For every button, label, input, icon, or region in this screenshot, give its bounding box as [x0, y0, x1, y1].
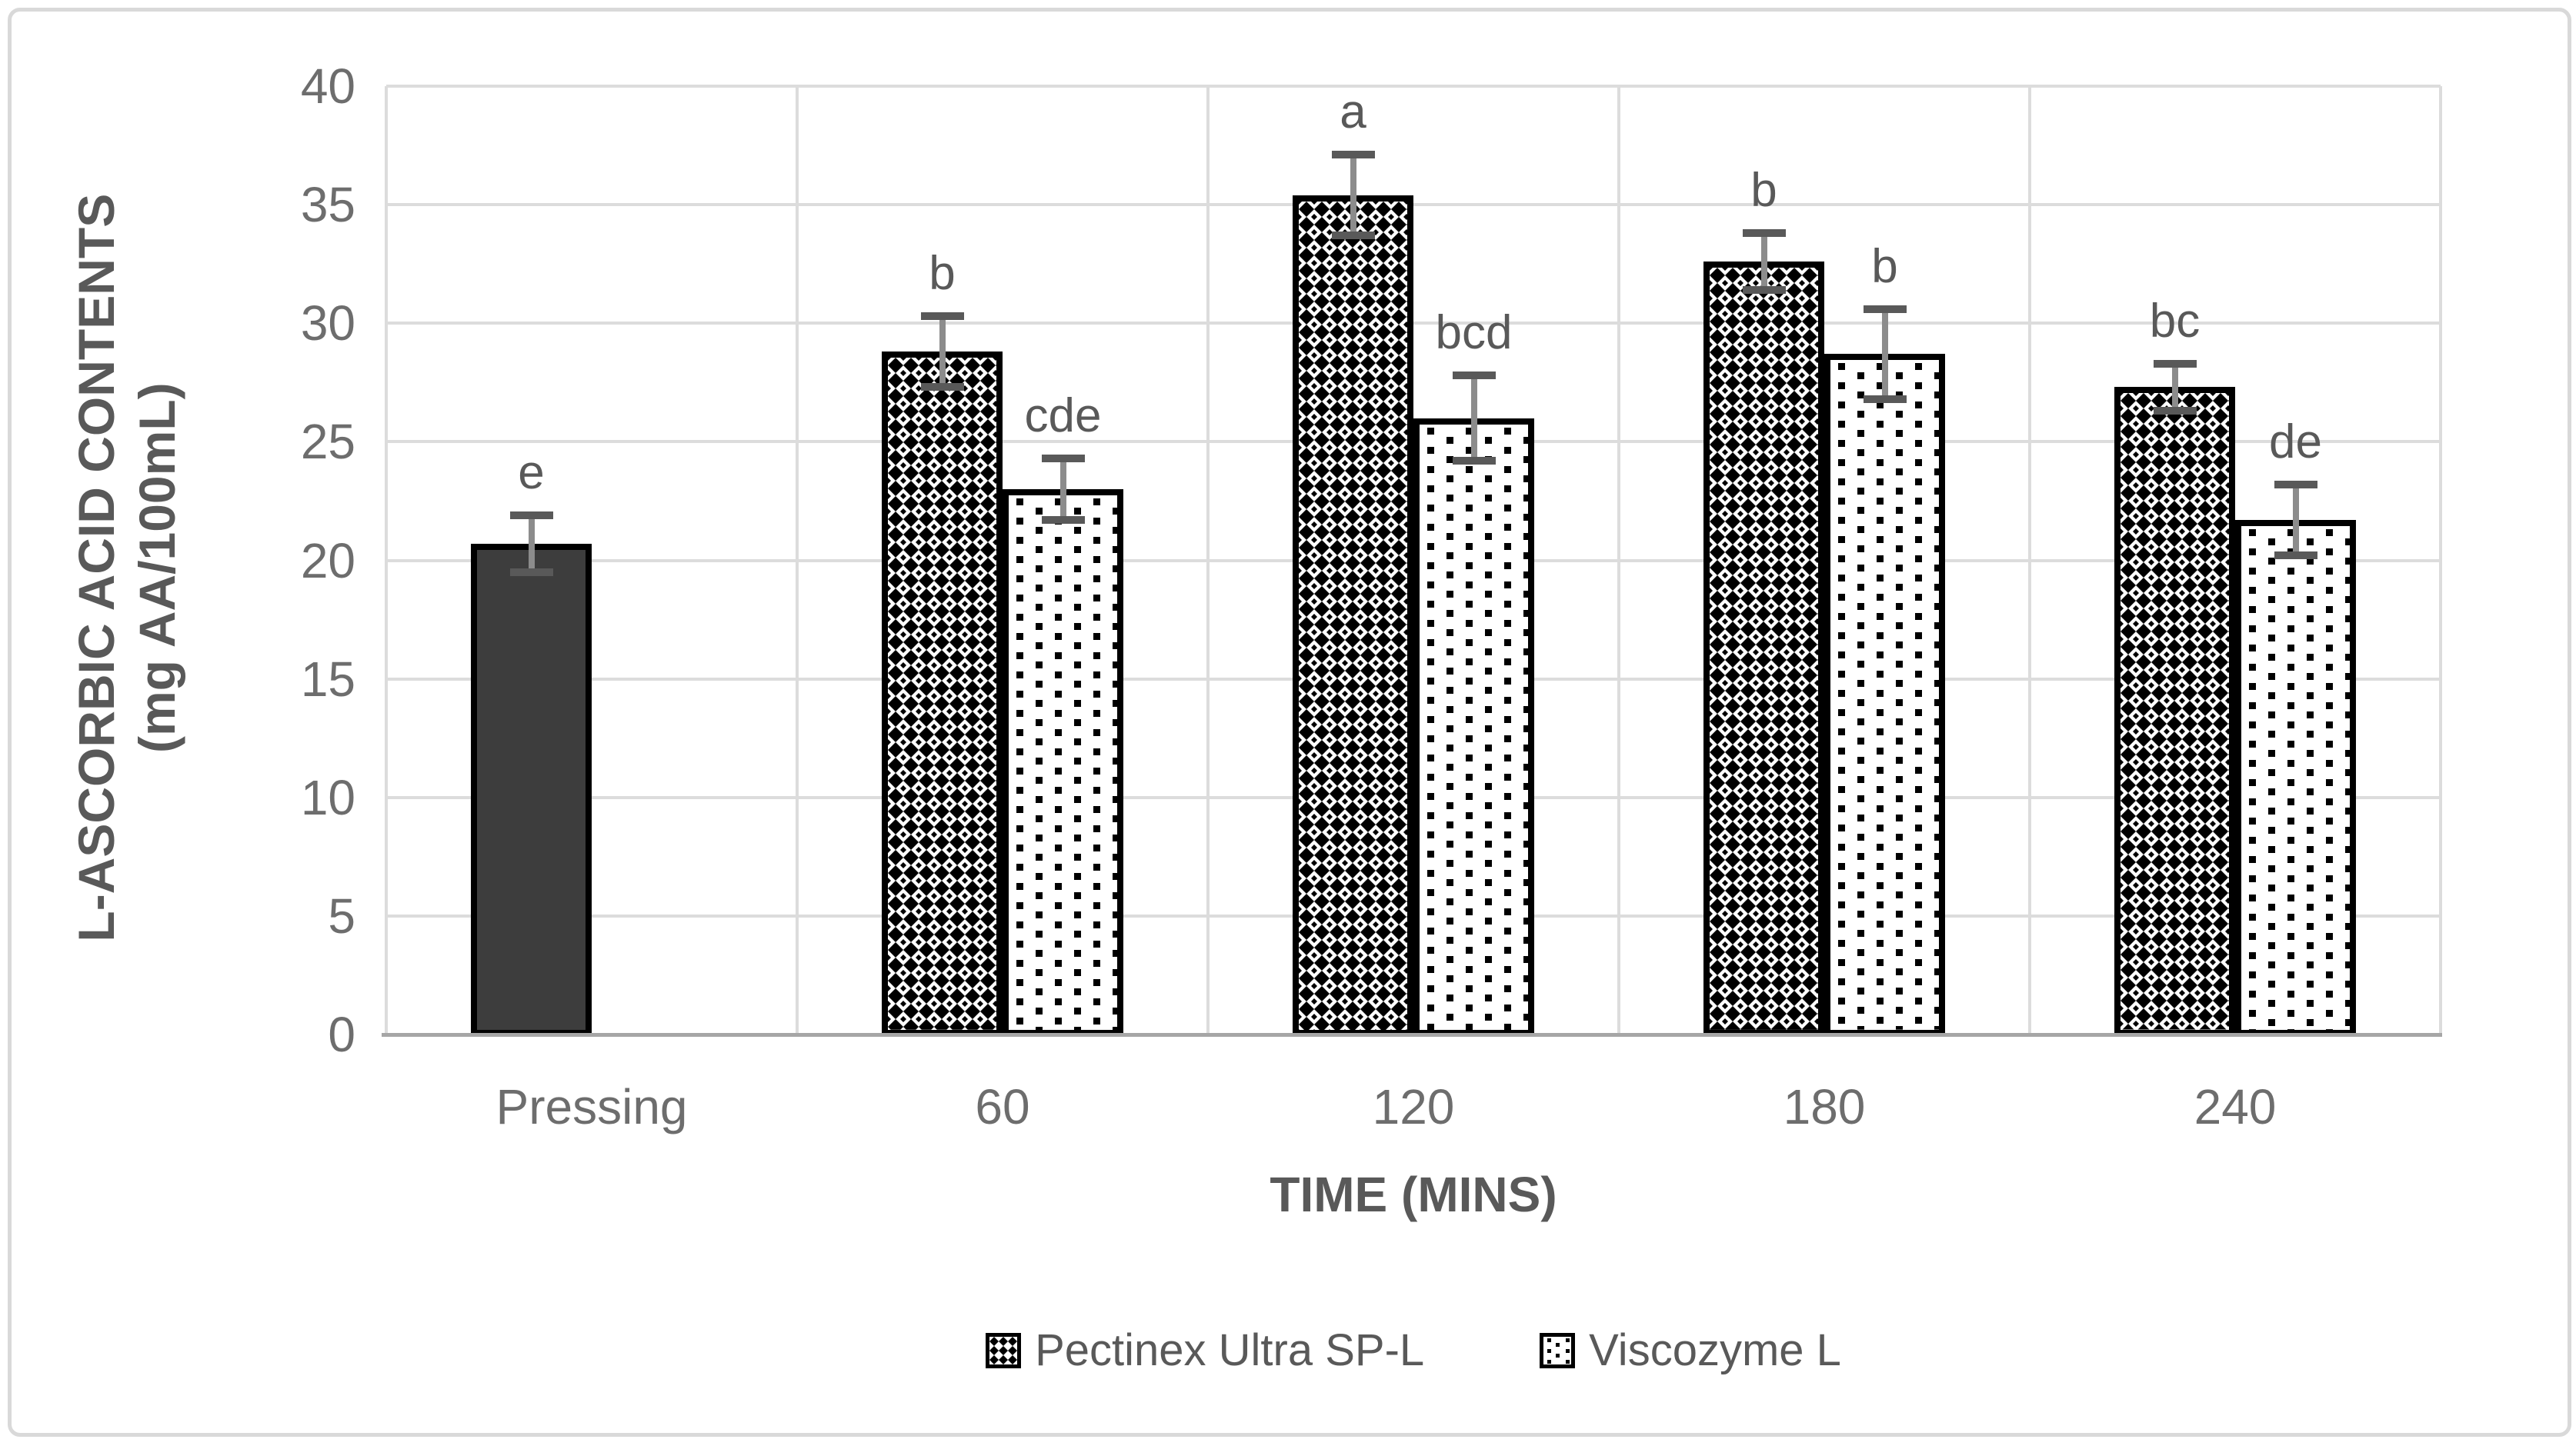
- error-bar-line: [939, 316, 946, 388]
- error-bar-cap-top: [2274, 480, 2317, 488]
- x-axis-title: TIME (MINS): [1270, 1167, 1557, 1222]
- x-axis-line: [382, 1033, 2442, 1037]
- error-bar-cap-top: [1041, 454, 1085, 462]
- bar-viscozyme: [1003, 489, 1123, 1036]
- error-bar-cap-top: [509, 511, 553, 519]
- v-gridline: [385, 86, 388, 1035]
- bar-viscozyme: [2235, 520, 2356, 1036]
- error-bar-cap-top: [1452, 371, 1496, 380]
- error-bar-line: [1470, 375, 1477, 461]
- y-tick-label: 25: [300, 414, 355, 470]
- error-bar-cap-top: [1331, 151, 1375, 159]
- error-bar-cap-top: [2153, 359, 2197, 368]
- v-gridline: [1617, 86, 1620, 1035]
- category-label: Pressing: [496, 1079, 688, 1134]
- legend-label: Pectinex Ultra SP-L: [1035, 1325, 1425, 1375]
- significance-letter: bc: [2149, 294, 2201, 348]
- error-bar-cap-bottom: [1452, 457, 1496, 465]
- error-bar-line: [1760, 233, 1767, 291]
- category-label: 120: [1372, 1079, 1455, 1134]
- error-bar-cap-top: [920, 312, 964, 320]
- legend-swatch-dots: [1540, 1333, 1576, 1368]
- bar-pectinex: [2114, 387, 2235, 1036]
- v-gridline: [796, 86, 799, 1035]
- error-bar-cap-bottom: [1742, 286, 1786, 295]
- category-label: 60: [975, 1079, 1030, 1134]
- y-tick-label: 20: [300, 532, 355, 588]
- bar-pectinex: [1293, 195, 1413, 1036]
- error-bar-cap-top: [1742, 229, 1786, 238]
- legend-item: Pectinex Ultra SP-L: [986, 1328, 1424, 1373]
- legend-swatch-diamond-check: [986, 1333, 1022, 1368]
- legend-item: Viscozyme L: [1540, 1328, 1841, 1373]
- v-gridline: [2028, 86, 2031, 1035]
- error-bar-cap-bottom: [1041, 516, 1085, 525]
- error-bar-cap-bottom: [2274, 551, 2317, 560]
- significance-letter: cde: [1024, 388, 1102, 442]
- error-bar-line: [2292, 484, 2299, 556]
- category-label: 240: [2194, 1079, 2277, 1134]
- significance-letter: de: [2269, 415, 2322, 468]
- error-bar-line: [1350, 155, 1356, 236]
- h-gridline: [386, 203, 2441, 207]
- y-tick-label: 10: [300, 769, 355, 825]
- significance-letter: b: [1750, 164, 1777, 218]
- error-bar-cap-top: [1863, 305, 1907, 313]
- error-bar-line: [1059, 458, 1066, 521]
- y-tick-label: 35: [300, 177, 355, 233]
- y-axis-title: L-ASCORBIC ACID CONTENTS (mg AA/100mL): [58, 94, 196, 1042]
- y-tick-label: 5: [328, 888, 355, 944]
- error-bar-line: [1881, 308, 1888, 399]
- y-tick-label: 30: [300, 295, 355, 352]
- y-tick-label: 40: [300, 58, 355, 114]
- error-bar-cap-bottom: [1331, 232, 1375, 240]
- v-gridline: [1206, 86, 1210, 1035]
- bar-viscozyme: [1824, 354, 1945, 1036]
- h-gridline: [386, 85, 2441, 88]
- bar-pectinex: [1703, 262, 1824, 1036]
- y-tick-label: 0: [328, 1007, 355, 1062]
- significance-letter: e: [518, 445, 545, 499]
- category-label: 180: [1783, 1079, 1866, 1134]
- error-bar-cap-bottom: [920, 383, 964, 391]
- bar-viscozyme: [1413, 418, 1534, 1036]
- significance-letter: b: [1871, 239, 1898, 293]
- error-bar-cap-bottom: [2153, 407, 2197, 415]
- bar-pectinex: [882, 352, 1003, 1036]
- chart-frame: L-ASCORBIC ACID CONTENTS (mg AA/100mL) T…: [8, 8, 2571, 1437]
- y-axis-title-line1: L-ASCORBIC ACID CONTENTS: [67, 194, 125, 942]
- significance-letter: a: [1340, 85, 1366, 139]
- error-bar-line: [528, 515, 535, 572]
- error-bar-cap-bottom: [509, 568, 553, 576]
- error-bar-cap-bottom: [1863, 395, 1907, 403]
- y-axis-title-line2: (mg AA/100mL): [128, 382, 186, 754]
- significance-letter: bcd: [1435, 306, 1513, 360]
- legend: Pectinex Ultra SP-L Viscozyme L: [386, 1328, 2441, 1373]
- v-gridline: [2439, 86, 2442, 1035]
- error-bar-line: [2171, 363, 2178, 411]
- legend-label: Viscozyme L: [1589, 1325, 1841, 1375]
- y-tick-label: 15: [300, 651, 355, 707]
- significance-letter: b: [929, 247, 956, 300]
- bar-pressing: [471, 543, 592, 1036]
- h-gridline: [386, 322, 2441, 325]
